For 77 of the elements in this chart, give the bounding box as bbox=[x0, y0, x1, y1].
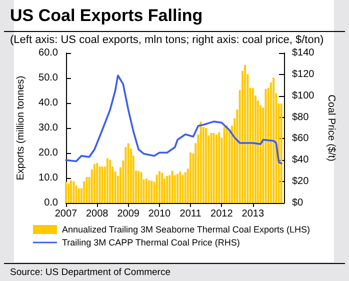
chart-subtitle: (Left axis: US coal exports, mln tons; right axis: coal price, $/ton) bbox=[10, 34, 324, 46]
bar bbox=[168, 175, 171, 203]
bar bbox=[98, 166, 101, 203]
y2-tick-label: $100 bbox=[292, 90, 315, 102]
bar bbox=[182, 174, 184, 203]
bar bbox=[174, 175, 176, 203]
bar bbox=[140, 172, 142, 203]
bar bbox=[264, 89, 267, 203]
y2-tick-label: $60 bbox=[292, 133, 310, 144]
bar bbox=[68, 184, 70, 203]
bar bbox=[127, 143, 130, 203]
bar bbox=[93, 164, 96, 203]
x-tick-label: 2012 bbox=[210, 208, 234, 220]
bar bbox=[171, 170, 174, 203]
bar bbox=[252, 88, 254, 203]
bar bbox=[83, 181, 86, 203]
bar bbox=[150, 180, 153, 203]
legend-label: Trailing 3M CAPP Thermal Coal Price (RHS) bbox=[62, 238, 240, 248]
line-series bbox=[65, 74, 282, 164]
bar bbox=[101, 166, 104, 203]
bar bbox=[124, 147, 127, 203]
bar bbox=[161, 172, 164, 203]
bar bbox=[176, 174, 179, 203]
bar bbox=[226, 126, 228, 203]
y-tick-label: 30.0 bbox=[38, 122, 58, 134]
bar bbox=[200, 122, 202, 203]
y2-tick-label: $0 bbox=[292, 198, 304, 208]
x-tick-label: 2008 bbox=[86, 208, 109, 220]
y2-tick-label: $40 bbox=[292, 154, 310, 166]
bar bbox=[215, 134, 218, 203]
bar bbox=[96, 163, 98, 203]
bar bbox=[109, 160, 112, 203]
y2-axis-title: Coal Price ($/t) bbox=[326, 94, 336, 162]
bar bbox=[244, 65, 246, 203]
y2-tick-label: $140 bbox=[292, 48, 315, 58]
bar bbox=[148, 180, 150, 203]
bar bbox=[212, 133, 215, 203]
bar bbox=[75, 186, 78, 203]
y2-tick-label: $20 bbox=[292, 176, 310, 188]
bar bbox=[138, 171, 140, 203]
y-axis-title: Exports (million tonnes) bbox=[16, 76, 26, 180]
bar bbox=[70, 180, 72, 203]
x-tick-label: 2007 bbox=[54, 208, 78, 220]
y-tick-label: 50.0 bbox=[38, 72, 58, 84]
chart-title: US Coal Exports Falling bbox=[10, 6, 203, 26]
x-tick-label: 2009 bbox=[117, 208, 140, 220]
bar bbox=[86, 177, 88, 203]
bar bbox=[210, 133, 212, 203]
bar bbox=[166, 176, 168, 203]
bar bbox=[280, 104, 282, 203]
y-tick-label: 40.0 bbox=[38, 98, 58, 108]
bar bbox=[184, 172, 186, 203]
bar bbox=[223, 127, 226, 203]
x-tick-label: 2013 bbox=[242, 208, 264, 220]
bar bbox=[179, 172, 182, 203]
y2-tick-label: $80 bbox=[292, 112, 310, 123]
bar bbox=[204, 128, 207, 203]
bar bbox=[218, 132, 220, 203]
bar bbox=[72, 181, 75, 203]
bar bbox=[228, 129, 230, 203]
bar bbox=[65, 182, 67, 203]
y-tick-label: 0.0 bbox=[44, 198, 58, 208]
x-tick-label: 2010 bbox=[148, 208, 171, 220]
y2-tick-label: $120 bbox=[292, 68, 315, 80]
bar bbox=[145, 178, 148, 203]
y-tick-label: 60.0 bbox=[38, 48, 58, 58]
legend-label: Annualized Trailing 3M Seaborne Thermal Coal Exports (LHS) bbox=[62, 224, 310, 234]
x-tick-label: 2011 bbox=[180, 208, 202, 220]
bar bbox=[190, 152, 192, 203]
bar bbox=[106, 158, 108, 203]
bar bbox=[158, 171, 160, 203]
y-tick-label: 10.0 bbox=[38, 172, 58, 184]
bar bbox=[78, 188, 80, 203]
y-tick-label: 20.0 bbox=[38, 148, 58, 158]
source-note: Source: US Department of Commerce bbox=[10, 267, 171, 278]
bar bbox=[156, 174, 158, 203]
bar bbox=[272, 78, 275, 203]
